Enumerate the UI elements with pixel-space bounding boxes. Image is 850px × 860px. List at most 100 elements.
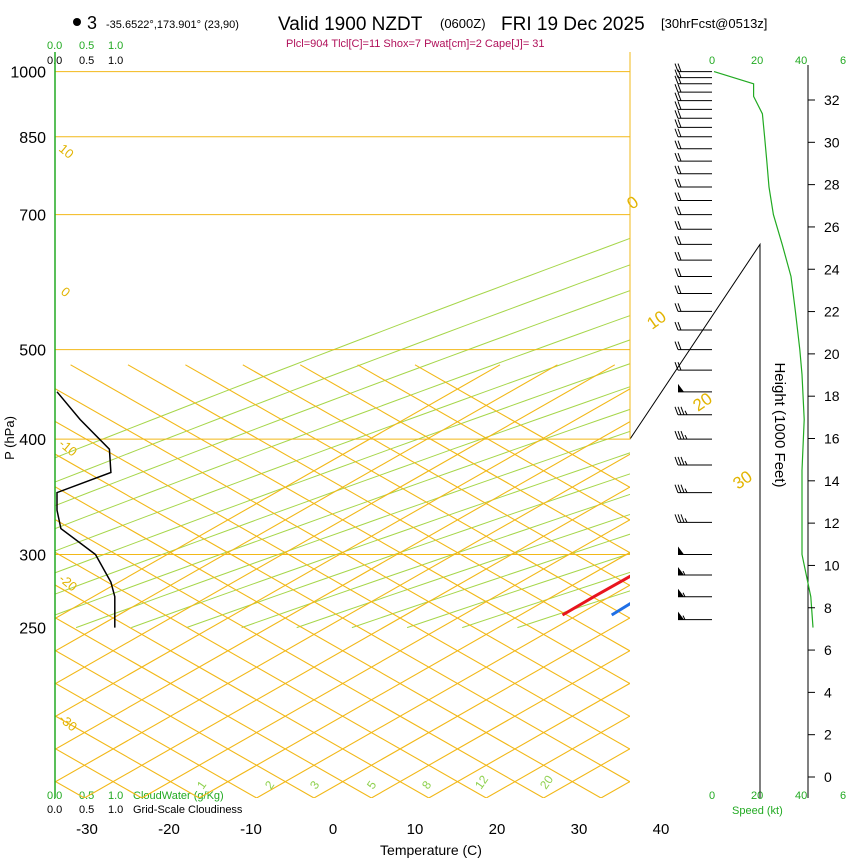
isotherm-line bbox=[414, 364, 630, 488]
height-tick-label: 4 bbox=[824, 684, 832, 700]
wind-barb-flag bbox=[680, 484, 685, 493]
wind-barb-flag bbox=[674, 83, 679, 93]
dry-adiabat bbox=[55, 339, 630, 552]
header: 3 -35.6522°,173.901° (23,90) Valid 1900 … bbox=[73, 13, 767, 50]
isotherm-label: 30 bbox=[729, 467, 755, 493]
wind-barb-flag bbox=[674, 178, 679, 188]
wind-barb-flag bbox=[674, 268, 679, 277]
utc-label: (0600Z) bbox=[440, 16, 486, 31]
height-tick-label: 20 bbox=[824, 346, 840, 362]
height-tick-label: 10 bbox=[824, 557, 840, 573]
wind-barb-flag bbox=[677, 321, 682, 331]
cloudwater-tick-bottom: 0.5 bbox=[79, 790, 94, 802]
cloudiness-tick-top: 0.5 bbox=[79, 55, 94, 67]
dry-adiabat bbox=[55, 237, 630, 459]
cloudiness-line bbox=[56, 391, 116, 628]
wind-barb bbox=[674, 484, 712, 494]
x-axis-title: Temperature (C) bbox=[380, 842, 482, 858]
wind-barb-flag bbox=[680, 430, 685, 440]
isotherm-line bbox=[55, 453, 630, 783]
wind-barb-flag bbox=[677, 268, 682, 277]
height-tick-label: 14 bbox=[824, 473, 840, 489]
isotherm-line bbox=[256, 584, 630, 798]
wind-barb bbox=[674, 268, 712, 277]
height-tick-label: 18 bbox=[824, 388, 840, 404]
wind-barb-halfflag bbox=[684, 434, 688, 440]
wind-barb bbox=[674, 69, 712, 79]
isotherm-line bbox=[84, 486, 630, 798]
pressure-tick-label: 500 bbox=[19, 343, 46, 360]
wind-barb bbox=[678, 588, 712, 598]
dry-adiabat bbox=[55, 386, 630, 595]
speed-tick-bottom: 6 bbox=[840, 790, 846, 802]
wind-barb-flag bbox=[674, 206, 679, 215]
wind-barb bbox=[674, 303, 712, 312]
temperature-tick-label: -20 bbox=[158, 821, 180, 838]
wind-barb-flag bbox=[674, 456, 679, 466]
wind-barb bbox=[674, 128, 712, 138]
wind-barb-flag bbox=[677, 206, 682, 215]
isotherm-line bbox=[600, 780, 630, 798]
dry-adiabat bbox=[75, 430, 630, 629]
forecast-label: [30hrFcst@0513z] bbox=[661, 16, 767, 31]
height-tick-label: 26 bbox=[824, 219, 840, 235]
wind-barb bbox=[674, 140, 712, 150]
wind-barb-flag bbox=[677, 69, 682, 78]
wind-barb-pennant bbox=[678, 567, 684, 576]
dry-adiabat bbox=[406, 552, 630, 629]
wind-barb-flag bbox=[674, 514, 679, 523]
wind-barb bbox=[674, 236, 712, 245]
height-tick-label: 0 bbox=[824, 769, 832, 785]
wind-barb-flag bbox=[674, 285, 679, 294]
speed-tick-bottom: 20 bbox=[751, 790, 763, 802]
wind-barb-flag bbox=[677, 178, 682, 188]
wind-barb bbox=[674, 119, 712, 128]
temperature-tick-label: -10 bbox=[240, 821, 262, 838]
dry-adiabat bbox=[241, 493, 630, 629]
plot-frame bbox=[54, 52, 809, 798]
pressure-tick-label: 400 bbox=[19, 432, 46, 449]
mixing-ratio-label: 8 bbox=[419, 778, 434, 792]
wind-barb-flag bbox=[680, 406, 685, 415]
wind-barb bbox=[674, 361, 712, 371]
grid-clip-group bbox=[55, 237, 630, 798]
speed-tick-top: 20 bbox=[751, 55, 763, 67]
wind-barb-halfflag bbox=[684, 460, 688, 466]
wind-barb-flag bbox=[674, 192, 679, 201]
wind-barb-flag bbox=[677, 75, 682, 84]
height-tick-label: 24 bbox=[824, 261, 840, 277]
wind-barb-flag bbox=[677, 251, 682, 261]
wind-barb-pennant bbox=[678, 383, 684, 392]
cloudiness-label: Grid-Scale Cloudiness bbox=[133, 804, 243, 816]
mixing-ratio-label: 20 bbox=[537, 772, 556, 791]
wind-barb-flag bbox=[674, 119, 679, 128]
cloudwater-tick-top: 0.5 bbox=[79, 40, 94, 52]
height-tick-label: 22 bbox=[824, 304, 840, 320]
cloudiness-tick-top: 1.0 bbox=[108, 55, 123, 67]
isotherm-line bbox=[357, 364, 630, 521]
mixing-ratio-label: 12 bbox=[472, 772, 491, 791]
cloudwater-tick-bottom: 1.0 bbox=[108, 790, 123, 802]
wind-barb-pennant bbox=[678, 611, 684, 620]
wind-barb-flag bbox=[677, 165, 682, 174]
wind-barb bbox=[674, 430, 712, 440]
wind-barb-flag bbox=[677, 101, 682, 110]
isotherm-line bbox=[55, 715, 200, 798]
isotherm-line bbox=[428, 682, 630, 798]
temperature-tick-label: -30 bbox=[76, 821, 98, 838]
height-tick-label: 30 bbox=[824, 134, 840, 150]
dry-adiabat-label: 0 bbox=[58, 284, 73, 300]
wind-barb bbox=[674, 101, 712, 110]
wind-barb bbox=[678, 383, 712, 393]
height-tick-label: 2 bbox=[824, 727, 832, 743]
wind-barb bbox=[674, 63, 712, 73]
wind-barb bbox=[674, 321, 712, 331]
isotherm-line bbox=[313, 617, 630, 798]
wind-barb-pennant bbox=[678, 588, 684, 597]
wind-barb-halfflag bbox=[682, 615, 686, 620]
speed-tick-top: 40 bbox=[795, 55, 807, 67]
wind-barb-flag bbox=[674, 236, 679, 245]
wind-barb-flag bbox=[680, 514, 685, 523]
height-tick-label: 8 bbox=[824, 600, 832, 616]
height-tick-label: 12 bbox=[824, 515, 840, 531]
